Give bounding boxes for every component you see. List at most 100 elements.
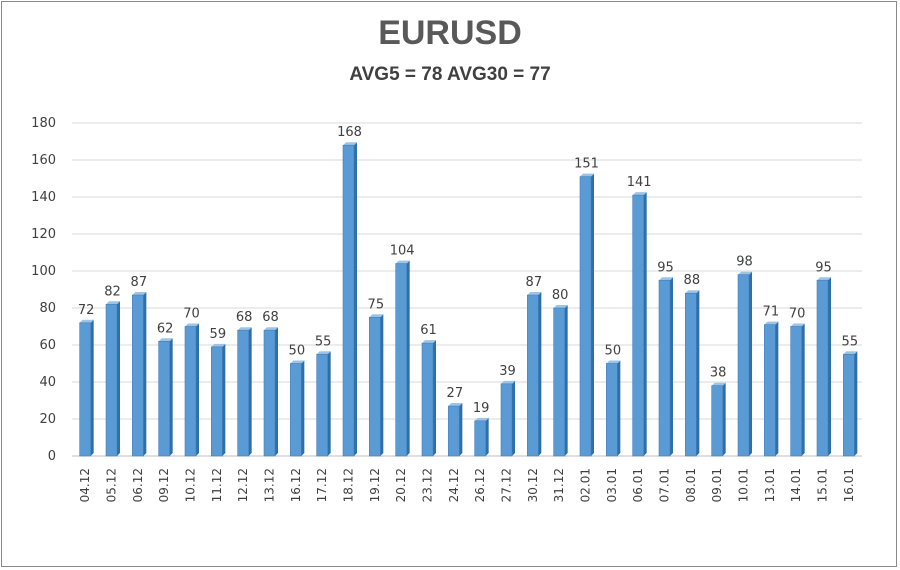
bar: [105, 301, 120, 457]
x-tick-label: 02.01: [579, 468, 593, 502]
x-tick-label: 24.12: [447, 468, 461, 502]
x-tick-label: 31.12: [552, 468, 566, 502]
bar: [79, 319, 94, 457]
bar: [579, 173, 594, 457]
data-label: 141: [627, 175, 652, 190]
x-tick-label: 04.12: [78, 468, 92, 502]
data-label: 151: [574, 157, 599, 172]
data-label: 72: [78, 303, 95, 318]
bar: [421, 340, 436, 457]
data-label: 70: [789, 307, 806, 322]
bar: [132, 292, 147, 457]
data-label: 87: [526, 275, 543, 290]
x-tick-label: 17.12: [315, 468, 329, 502]
x-tick-label: 27.12: [500, 468, 514, 502]
x-tick-label: 16.01: [842, 468, 856, 502]
data-labels: 72 82 87 62 70 59 68 68 50 55 168 75 104 61 27 19 39 87 80…: [78, 125, 858, 416]
x-tick-label: 13.12: [263, 468, 277, 502]
bar: [553, 305, 568, 457]
data-label: 80: [552, 288, 569, 303]
data-label: 70: [183, 307, 200, 322]
data-label: 71: [763, 305, 780, 320]
chart-subtitle: AVG5 = 78 AVG30 = 77: [349, 64, 551, 85]
y-tick-label: 20: [39, 412, 56, 427]
x-tick-label: 18.12: [342, 468, 356, 502]
data-label: 104: [390, 244, 415, 259]
bar: [448, 403, 463, 457]
bar: [211, 343, 226, 457]
bar: [658, 277, 673, 457]
x-tick-label: 10.01: [737, 468, 751, 502]
y-tick-label: 40: [39, 375, 56, 390]
y-tick-label: 0: [48, 449, 56, 464]
data-label: 95: [657, 260, 674, 275]
data-label: 55: [315, 334, 332, 349]
x-tick-label: 07.01: [658, 468, 672, 502]
data-label: 59: [210, 327, 227, 342]
data-label: 75: [368, 297, 385, 312]
data-label: 27: [447, 386, 464, 401]
gridlines: [72, 122, 862, 457]
x-tick-label: 06.12: [131, 468, 145, 502]
bar: [342, 142, 357, 457]
x-tick-label: 14.01: [789, 468, 803, 502]
y-tick-label: 180: [31, 116, 56, 131]
bar: [764, 321, 779, 457]
data-label: 82: [104, 284, 121, 299]
data-label: 87: [131, 275, 148, 290]
data-label: 39: [499, 364, 516, 379]
x-tick-label: 19.12: [368, 468, 382, 502]
bar: [237, 327, 252, 457]
x-axis: 04.12 05.12 06.12 09.12 10.12 11.12 12.12 13.12…: [78, 468, 856, 502]
bar: [843, 351, 858, 457]
bar: [184, 323, 199, 457]
y-tick-label: 160: [31, 153, 56, 168]
bar: [316, 351, 331, 457]
data-label: 68: [236, 310, 253, 325]
x-tick-label: 03.01: [605, 468, 619, 502]
data-label: 38: [710, 366, 727, 381]
y-tick-label: 100: [31, 264, 56, 279]
data-label: 19: [473, 401, 490, 416]
x-tick-label: 13.01: [763, 468, 777, 502]
x-tick-label: 05.12: [105, 468, 119, 502]
x-tick-label: 20.12: [394, 468, 408, 502]
x-tick-label: 26.12: [473, 468, 487, 502]
bar: [711, 382, 726, 457]
data-label: 98: [736, 255, 753, 270]
bar: [816, 277, 831, 457]
x-tick-label: 10.12: [184, 468, 198, 502]
x-tick-label: 08.01: [684, 468, 698, 502]
bar: [500, 380, 515, 457]
x-tick-label: 15.01: [816, 468, 830, 502]
y-axis: 0 20 40 60 80 100 120 140 160 180: [31, 116, 56, 464]
data-label: 50: [605, 344, 622, 359]
bar: [474, 417, 489, 457]
x-tick-label: 09.01: [710, 468, 724, 502]
bar: [606, 360, 621, 457]
x-tick-label: 09.12: [157, 468, 171, 502]
chart-title: EURUSD: [378, 14, 522, 52]
data-label: 168: [337, 125, 362, 140]
data-label: 50: [289, 344, 306, 359]
data-label: 88: [684, 273, 701, 288]
bar: [737, 271, 752, 457]
data-label: 62: [157, 321, 174, 336]
bar: [790, 323, 805, 457]
x-tick-label: 16.12: [289, 468, 303, 502]
bar: [158, 338, 173, 457]
data-label: 68: [262, 310, 279, 325]
data-label: 61: [420, 323, 437, 338]
y-tick-label: 80: [39, 301, 56, 316]
bar: [369, 314, 384, 457]
data-label: 55: [842, 334, 859, 349]
bars: [79, 142, 858, 457]
y-tick-label: 120: [31, 227, 56, 242]
x-tick-label: 30.12: [526, 468, 540, 502]
bar: [527, 292, 542, 457]
x-tick-label: 06.01: [631, 468, 645, 502]
x-tick-label: 12.12: [236, 468, 250, 502]
bar: [290, 360, 305, 457]
bar: [263, 327, 278, 457]
